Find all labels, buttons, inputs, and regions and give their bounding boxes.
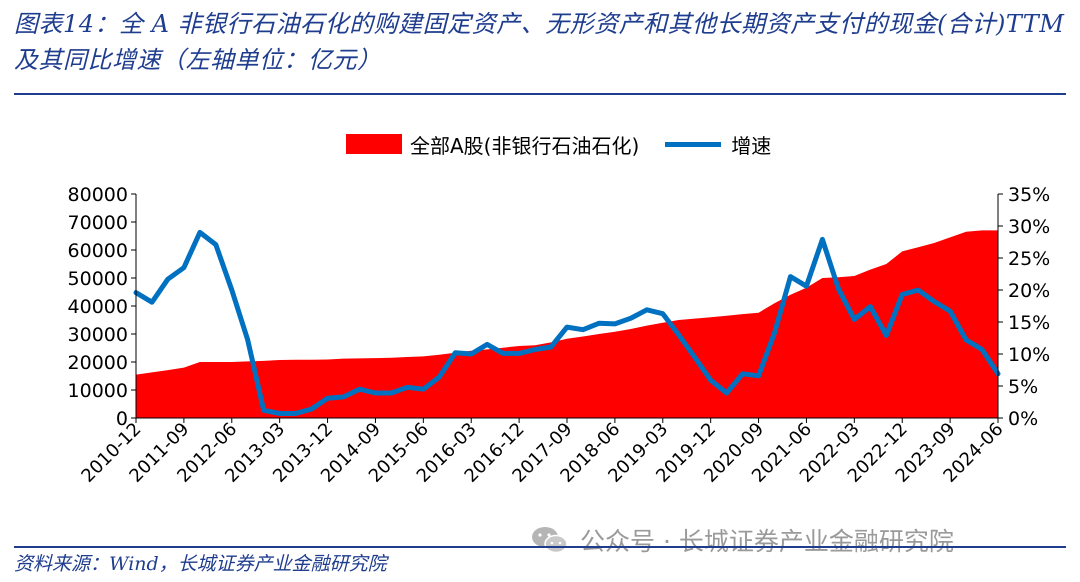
left-tick-label: 60000 (68, 240, 128, 262)
legend-area-label: 全部A股(非银行石油石化) (410, 133, 640, 158)
right-tick-label: 0% (1008, 408, 1038, 430)
left-tick-label: 10000 (68, 380, 128, 402)
growth-series-line (133, 229, 1001, 416)
left-tick-label: 70000 (68, 212, 128, 234)
title-divider (14, 93, 1066, 95)
plot-area (133, 229, 1001, 418)
chart-title: 图表14：全 A 非银行石油石化的购建固定资产、无形资产和其他长期资产支付的现金… (14, 10, 1065, 74)
right-tick-label: 25% (1008, 248, 1050, 270)
right-tick-label: 20% (1008, 280, 1050, 302)
left-tick-label: 30000 (68, 324, 128, 346)
watermark: 公众号 · 长城证券产业金融研究院 (530, 522, 954, 558)
chart-legend: 全部A股(非银行石油石化) 增速 (346, 130, 771, 158)
wechat-icon (532, 527, 568, 554)
right-tick-label: 15% (1008, 312, 1050, 334)
watermark-text: 公众号 · 长城证券产业金融研究院 (580, 527, 954, 556)
source-divider (14, 546, 1066, 548)
legend-line-swatch (665, 141, 722, 147)
right-tick-label: 10% (1008, 344, 1050, 366)
left-tick-label: 80000 (68, 184, 128, 206)
source-note: 资料来源：Wind，长城证券产业金融研究院 (14, 553, 387, 575)
left-tick-label: 20000 (68, 352, 128, 374)
legend-area-swatch (346, 134, 402, 154)
left-tick-label: 40000 (68, 296, 128, 318)
legend-line-label: 增速 (731, 133, 772, 158)
right-tick-label: 30% (1008, 216, 1050, 238)
right-tick-label: 35% (1008, 184, 1050, 206)
left-tick-label: 50000 (68, 268, 128, 290)
left-tick-label: 0 (116, 408, 128, 430)
right-tick-label: 5% (1008, 376, 1038, 398)
area-series-fill (136, 230, 998, 418)
